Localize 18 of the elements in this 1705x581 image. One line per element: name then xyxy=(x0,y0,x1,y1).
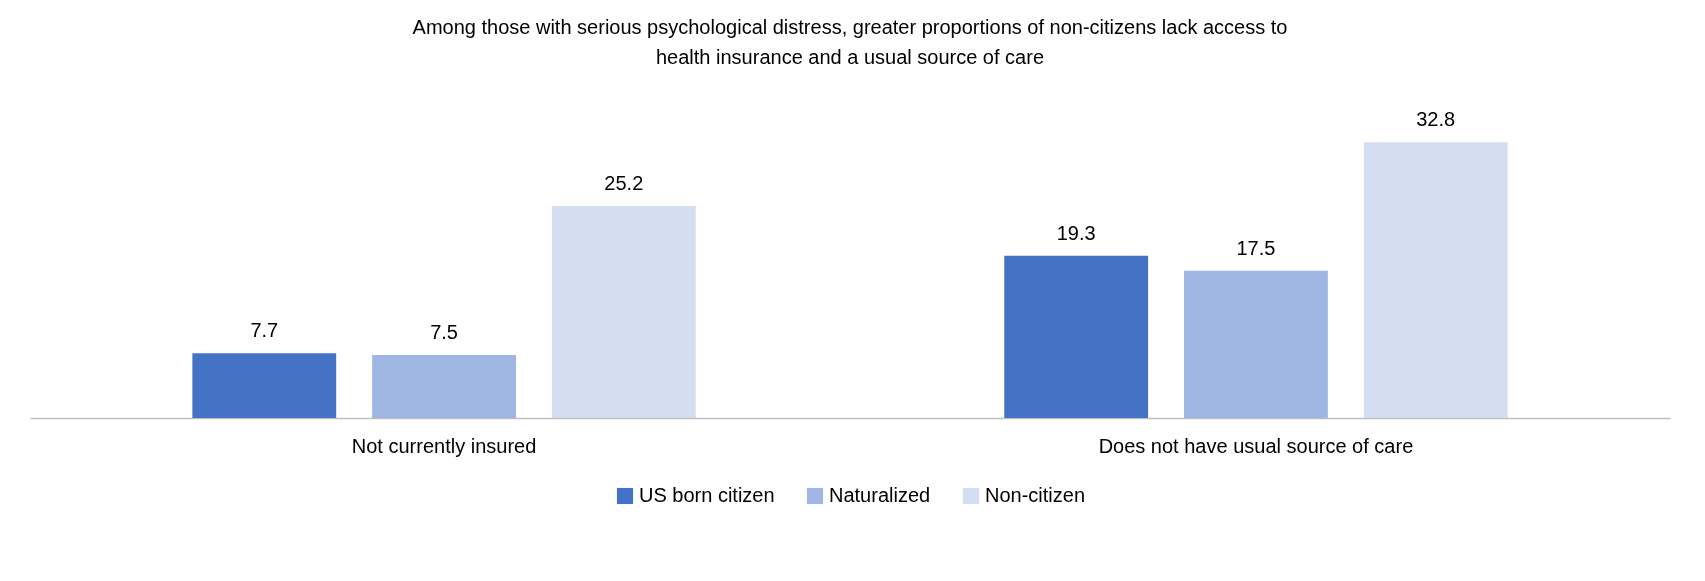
data-label: 32.8 xyxy=(1416,108,1456,131)
bar xyxy=(372,354,516,418)
x-tick-label: Not currently insured xyxy=(351,434,537,457)
chart-title: Among those with serious psychological distress, greater proportions of non-citizens lack access to health insurance and a usual source of care xyxy=(412,16,1288,68)
legend-label: Naturalized xyxy=(829,484,931,506)
data-label: 25.2 xyxy=(604,172,644,195)
legend-label: Non-citizen xyxy=(985,484,1086,506)
bar xyxy=(1363,142,1508,418)
data-label: 19.3 xyxy=(1056,221,1096,244)
data-label: 7.5 xyxy=(430,320,458,343)
bar xyxy=(1184,270,1328,418)
x-tick-label: Does not have usual source of care xyxy=(1098,434,1414,457)
bar xyxy=(1004,255,1149,418)
data-label: 17.5 xyxy=(1236,236,1276,259)
bar xyxy=(551,206,696,418)
data-label: 7.7 xyxy=(250,319,279,342)
bar xyxy=(192,353,337,418)
legend-label: US born citizen xyxy=(639,484,775,506)
